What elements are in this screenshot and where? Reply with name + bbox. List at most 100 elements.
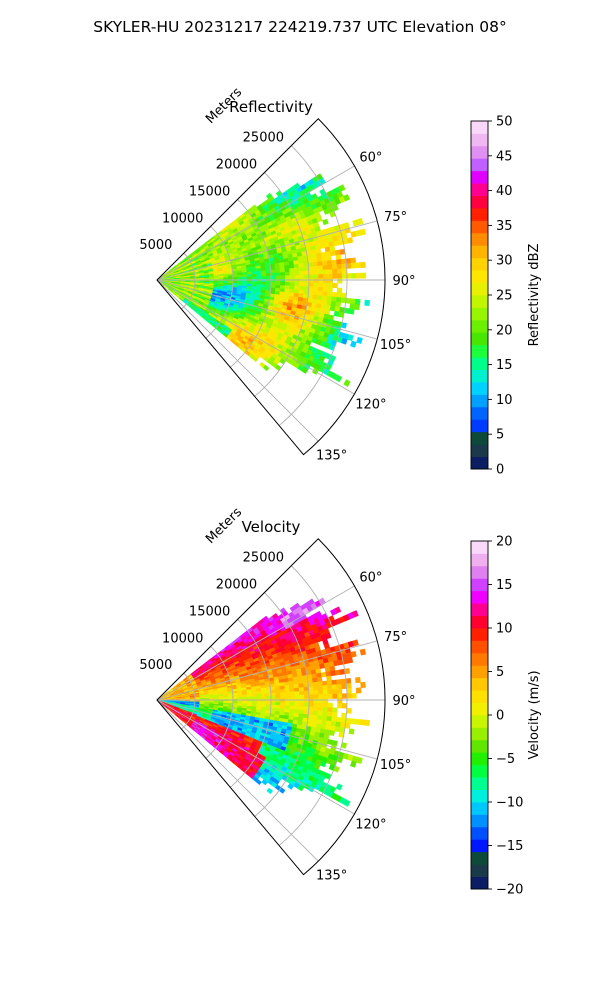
data-cell	[289, 285, 295, 290]
data-cell	[260, 690, 267, 694]
velocity-colorbar: −20 −15 −10 −5 0 5 10 15 20 Velocity (m/s)	[470, 535, 542, 898]
data-cell	[330, 250, 337, 257]
data-cell	[352, 639, 359, 647]
data-cell	[279, 685, 286, 690]
range-ring	[278, 565, 348, 846]
data-cell	[332, 273, 338, 279]
colorbar-segment	[471, 578, 488, 592]
data-cell	[298, 683, 304, 689]
data-cell	[298, 690, 305, 696]
data-cell	[313, 278, 319, 284]
colorbar-segment	[471, 814, 488, 828]
data-cell	[223, 275, 229, 278]
colorbar-segment	[471, 357, 488, 370]
data-cell	[303, 702, 310, 707]
data-cell	[327, 707, 333, 713]
data-cell	[284, 705, 291, 710]
data-cell	[265, 692, 272, 697]
data-cell	[246, 276, 253, 280]
data-cell	[294, 282, 300, 287]
data-cell	[325, 251, 332, 257]
data-cell	[322, 218, 329, 226]
colorbar-tick-label: −15	[496, 839, 523, 854]
colorbar-segment	[471, 270, 488, 283]
data-cell	[275, 692, 281, 697]
data-cell	[227, 277, 234, 280]
colorbar-segment	[471, 183, 488, 196]
data-cell	[316, 252, 322, 259]
range-ring	[254, 172, 310, 397]
radial-gridline	[156, 640, 378, 701]
colorbar-segment	[471, 257, 488, 271]
colorbar-segment	[471, 195, 488, 209]
data-cell	[289, 705, 295, 710]
data-cell	[341, 703, 348, 709]
data-cell	[227, 697, 234, 700]
data-cell	[284, 282, 291, 287]
data-cell	[304, 698, 310, 703]
data-cell	[327, 264, 333, 270]
data-cell	[266, 695, 272, 700]
velocity-colorbar-label: Velocity (m/s)	[527, 670, 542, 759]
data-cell	[265, 701, 272, 706]
data-cell	[237, 694, 243, 698]
data-cell	[293, 263, 300, 269]
range-ring	[229, 619, 272, 788]
data-cell	[351, 610, 359, 618]
data-cell	[326, 711, 333, 717]
data-cell	[289, 702, 295, 707]
data-cell	[346, 708, 352, 714]
radial-gridline	[156, 279, 378, 340]
data-cell	[308, 706, 314, 712]
data-cell	[261, 779, 268, 786]
data-cell	[274, 685, 281, 691]
colorbar-segment	[471, 876, 488, 890]
colorbar-segment	[471, 777, 488, 790]
reflectivity-colorbar-label: Reflectivity dBZ	[527, 244, 542, 347]
data-cell	[270, 692, 276, 697]
data-cell	[279, 265, 286, 270]
data-cell	[330, 670, 337, 677]
data-cell	[326, 296, 333, 302]
data-cell	[289, 695, 295, 700]
colorbar-tick-label: 10	[496, 622, 513, 637]
data-cell	[270, 701, 276, 706]
reflectivity-colorbar: 0 5 10 15 20 25 30 35 40 45 50 Reflectivity dBZ	[470, 115, 542, 478]
data-cell	[297, 259, 304, 265]
colorbar-segment	[471, 764, 488, 778]
data-cell	[308, 290, 314, 296]
data-cell	[232, 276, 238, 280]
colorbar-segment	[471, 145, 488, 159]
data-cell	[242, 274, 248, 278]
data-cell	[299, 278, 305, 283]
data-cell	[275, 284, 281, 289]
data-cell	[299, 274, 305, 279]
data-cell	[317, 269, 324, 275]
data-cell	[318, 274, 324, 279]
data-cell	[327, 287, 333, 293]
colorbar-segment	[471, 121, 488, 134]
data-cell	[308, 286, 314, 292]
radial-gridline	[156, 165, 355, 281]
colorbar-segment	[471, 369, 488, 383]
data-cell	[336, 679, 342, 685]
theta-tick-label: 105°	[380, 758, 411, 773]
colorbar-segment	[471, 590, 488, 604]
data-cell	[356, 272, 362, 279]
data-cell	[270, 269, 276, 274]
data-cell	[274, 265, 281, 271]
data-cell	[323, 693, 329, 699]
radial-gridline	[156, 699, 378, 760]
data-cell	[312, 685, 319, 691]
data-cell	[350, 718, 356, 725]
data-cell	[341, 268, 348, 274]
data-cell	[299, 698, 305, 703]
data-cell	[335, 254, 342, 261]
data-cell	[265, 704, 272, 709]
data-cell	[341, 292, 347, 299]
data-cell	[232, 696, 238, 700]
data-cell	[218, 697, 224, 700]
data-cell	[289, 267, 295, 273]
data-cell	[298, 705, 305, 711]
theta-tick-label: 75°	[384, 630, 407, 645]
